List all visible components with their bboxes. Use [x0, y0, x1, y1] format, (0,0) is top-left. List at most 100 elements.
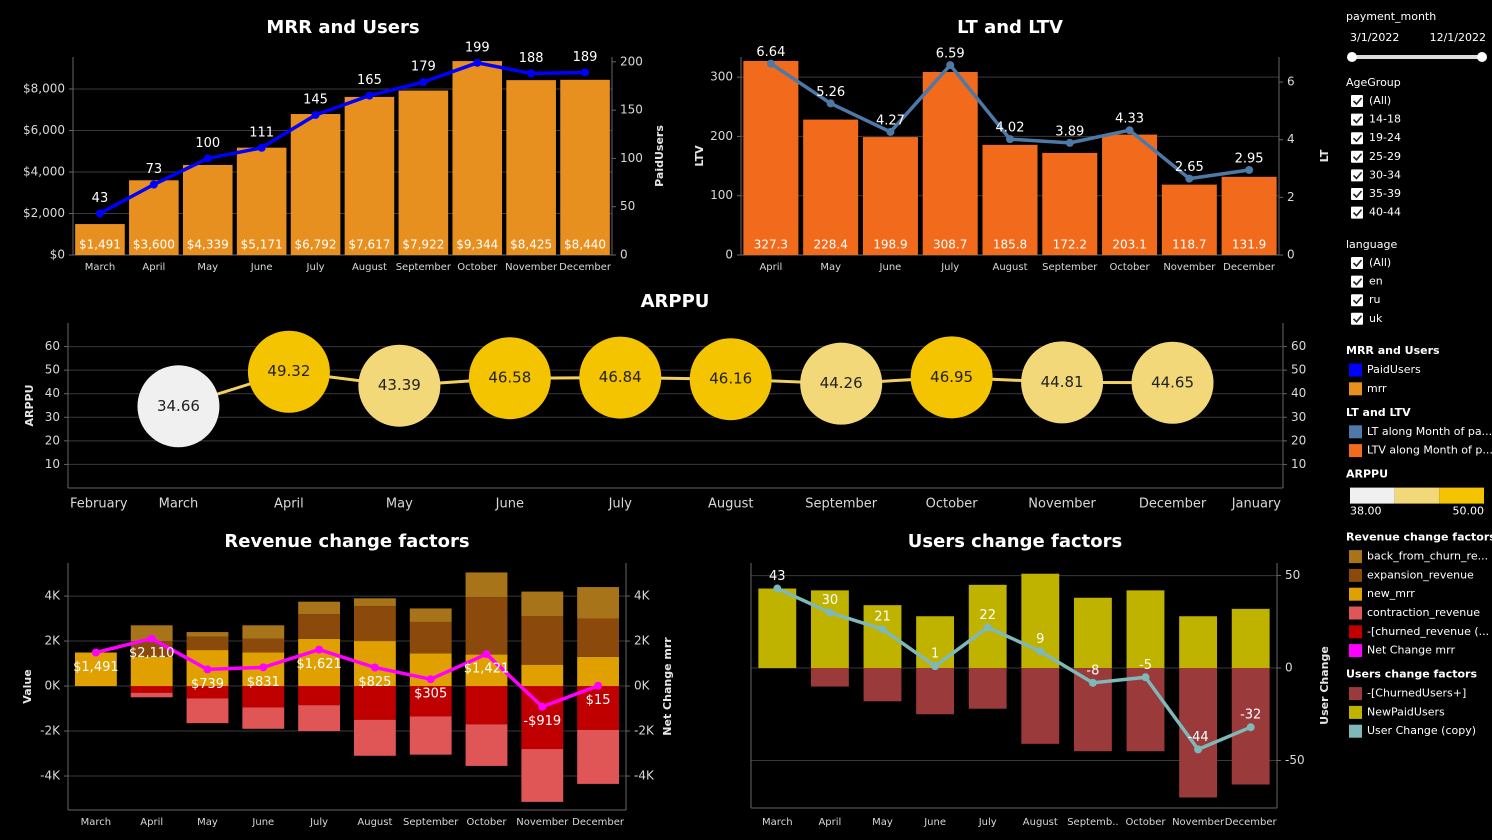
- legend-swatch: [1349, 724, 1362, 738]
- line-label: 22: [979, 608, 996, 623]
- bubble: [579, 336, 662, 419]
- line-label: 145: [303, 92, 328, 107]
- color-scale-label: 50.00: [1453, 505, 1485, 518]
- line-label: 188: [519, 51, 544, 66]
- bar: [506, 80, 556, 255]
- bar: [560, 79, 610, 255]
- bar: [803, 119, 859, 255]
- range-start: 3/1/2022: [1350, 31, 1399, 44]
- checkbox[interactable]: [1351, 188, 1363, 200]
- line-point: [1088, 678, 1097, 687]
- legend-label: back_from_churn_re...: [1367, 550, 1488, 563]
- y-tick-label: -4K: [40, 769, 61, 783]
- y2-tick-label: 150: [620, 103, 643, 117]
- checkmark: [1352, 278, 1363, 286]
- line-label: 21: [874, 610, 891, 625]
- line-label: $739: [191, 677, 224, 692]
- checkbox[interactable]: [1351, 150, 1363, 163]
- legend-label: contraction_revenue: [1367, 606, 1480, 619]
- x-tick-label: October: [457, 262, 498, 273]
- x-tick-label: August: [993, 262, 1028, 273]
- series-line: [99, 61, 586, 216]
- checkbox[interactable]: [1351, 312, 1363, 325]
- line-label: 100: [195, 136, 220, 151]
- checkbox[interactable]: [1351, 294, 1363, 307]
- filter-option[interactable]: 25-29: [1369, 150, 1401, 163]
- checkbox[interactable]: [1351, 257, 1363, 269]
- checkbox[interactable]: [1351, 113, 1363, 126]
- filter-option[interactable]: uk: [1369, 312, 1383, 325]
- line-point: [259, 663, 268, 672]
- x-tick-label: March: [85, 262, 115, 273]
- legend-title: MRR and Users: [1346, 344, 1440, 357]
- line-point: [95, 209, 104, 218]
- x-tick-label: December: [572, 817, 625, 828]
- legend-swatch: [1349, 644, 1362, 658]
- x-tick-label: June: [879, 262, 902, 273]
- checkmark: [1352, 153, 1363, 161]
- x-tick-label: June: [250, 262, 273, 273]
- stacked-bar-segment: [130, 686, 173, 693]
- filter-option[interactable]: 14-18: [1369, 113, 1401, 126]
- stacked-bar-segment: [74, 652, 117, 687]
- line-point: [983, 623, 992, 632]
- line-point: [315, 645, 324, 654]
- x-tick-label: November: [1163, 262, 1216, 273]
- bar-label: $1,491: [79, 238, 121, 252]
- y2-tick-label: 50: [1285, 568, 1300, 582]
- legend-swatch: [1349, 444, 1362, 458]
- slider-handle[interactable]: [1347, 52, 1357, 62]
- x-tick-label: November: [1028, 497, 1096, 512]
- stacked-bar-segment: [465, 724, 508, 766]
- stacked-bar-segment: [577, 686, 620, 730]
- checkbox[interactable]: [1351, 132, 1363, 145]
- y-tick-label: 60: [45, 339, 60, 353]
- legend-swatch: [1349, 568, 1362, 582]
- y-tick-label: 200: [710, 129, 733, 143]
- series-line: [776, 586, 1252, 752]
- y2-axis-title: User Change: [1318, 646, 1331, 725]
- checkmark: [1352, 315, 1363, 323]
- bar: [1161, 184, 1217, 255]
- legend-label: LTV along Month of p...: [1367, 444, 1492, 457]
- checkbox[interactable]: [1351, 95, 1363, 107]
- y2-tick-label: 2K: [634, 634, 651, 648]
- x-tick-label: July: [940, 262, 959, 273]
- stacked-bar-segment: [577, 656, 620, 687]
- filter-option[interactable]: 40-44: [1369, 206, 1401, 219]
- bubble: [468, 337, 551, 420]
- line-label: 5.26: [816, 85, 845, 100]
- filter-option[interactable]: 30-34: [1369, 168, 1401, 181]
- x-tick-label: October: [1125, 817, 1166, 828]
- filter-option[interactable]: (All): [1369, 94, 1391, 107]
- stacked-bar-segment: [465, 686, 508, 725]
- x-tick-label: November: [505, 262, 558, 273]
- line-point: [773, 584, 782, 593]
- x-tick-label: July: [309, 817, 328, 828]
- bar-label: 172.2: [1053, 238, 1087, 252]
- legend-label: expansion_revenue: [1367, 568, 1474, 581]
- line-point: [149, 180, 158, 189]
- series-line: [95, 636, 599, 709]
- checkbox[interactable]: [1351, 169, 1363, 182]
- y-tick-label: 4K: [44, 589, 61, 603]
- legend-title: Revenue change factors: [1346, 531, 1492, 544]
- filter-option[interactable]: en: [1369, 275, 1383, 288]
- bar-label: 198.9: [873, 238, 907, 252]
- filter-option[interactable]: (All): [1369, 256, 1391, 269]
- checkbox[interactable]: [1351, 275, 1363, 288]
- x-tick-label: August: [357, 817, 392, 828]
- stacked-bar-segment: [810, 590, 849, 669]
- x-tick-label: October: [466, 817, 507, 828]
- slider-handle[interactable]: [1477, 52, 1487, 62]
- stacked-bar-segment: [1126, 590, 1165, 669]
- filter-option[interactable]: 19-24: [1369, 131, 1401, 144]
- stacked-bar-segment: [130, 625, 173, 642]
- filter-option[interactable]: 35-39: [1369, 187, 1401, 200]
- x-tick-label: March: [81, 817, 111, 828]
- filter-option[interactable]: ru: [1369, 293, 1381, 306]
- bubble-label: 44.26: [820, 374, 863, 392]
- y-tick-label: $6,000: [23, 123, 65, 137]
- checkmark: [1352, 190, 1363, 199]
- checkbox[interactable]: [1351, 206, 1363, 219]
